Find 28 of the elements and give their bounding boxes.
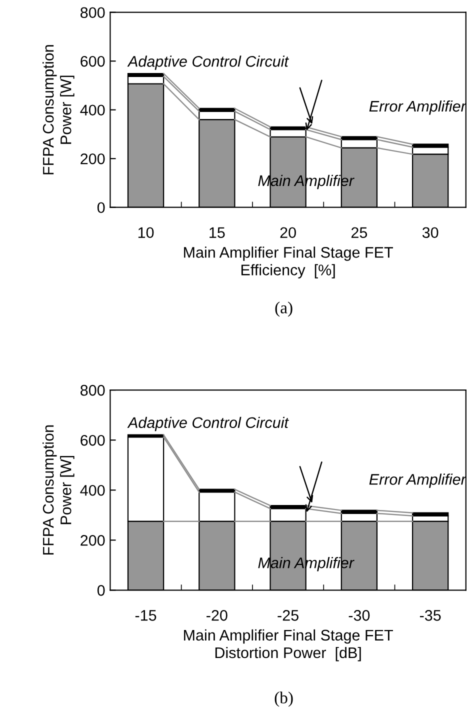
text: (a) bbox=[275, 302, 292, 317]
x-tick-label: 20 bbox=[280, 227, 296, 238]
y-tick-label: 400 bbox=[80, 104, 105, 116]
y-tick-label: 0 bbox=[97, 202, 105, 214]
x-axis-title: Main Amplifier Final Stage FET Distortion Power [dB] bbox=[184, 629, 393, 662]
x-tick-label: -35 bbox=[420, 610, 441, 621]
x-tick-label: -20 bbox=[206, 610, 228, 621]
y-tick-label: 600 bbox=[80, 434, 105, 446]
y-tick-label: 400 bbox=[80, 484, 105, 496]
x-axis-title: Main Amplifier Final Stage FET Efficiency [%] bbox=[184, 246, 393, 278]
x-tick-label: -15 bbox=[135, 610, 156, 621]
x-tick-label: 10 bbox=[138, 227, 154, 238]
y-tick-label: 600 bbox=[80, 56, 105, 67]
y-tick-label: 800 bbox=[80, 384, 105, 396]
x-tick-label: 15 bbox=[210, 227, 225, 238]
y-axis-title: FFPA Consumption Power [W] bbox=[42, 425, 74, 555]
x-tick-label: -30 bbox=[348, 610, 370, 621]
y-tick-label: 200 bbox=[80, 534, 105, 546]
text: (b) bbox=[274, 692, 293, 707]
series-label: Adaptive Control Circuit bbox=[127, 56, 290, 70]
x-tick-label: -25 bbox=[278, 610, 298, 621]
y-tick-label: 0 bbox=[97, 585, 105, 596]
series-label: Adaptive Control Circuit bbox=[127, 416, 290, 432]
y-axis-title: FFPA Consumption Power [W] bbox=[42, 45, 74, 174]
x-tick-label: 30 bbox=[422, 227, 438, 238]
y-tick-label: 200 bbox=[80, 153, 105, 164]
x-tick-label: 25 bbox=[351, 227, 368, 238]
y-tick-label: 800 bbox=[80, 7, 105, 18]
